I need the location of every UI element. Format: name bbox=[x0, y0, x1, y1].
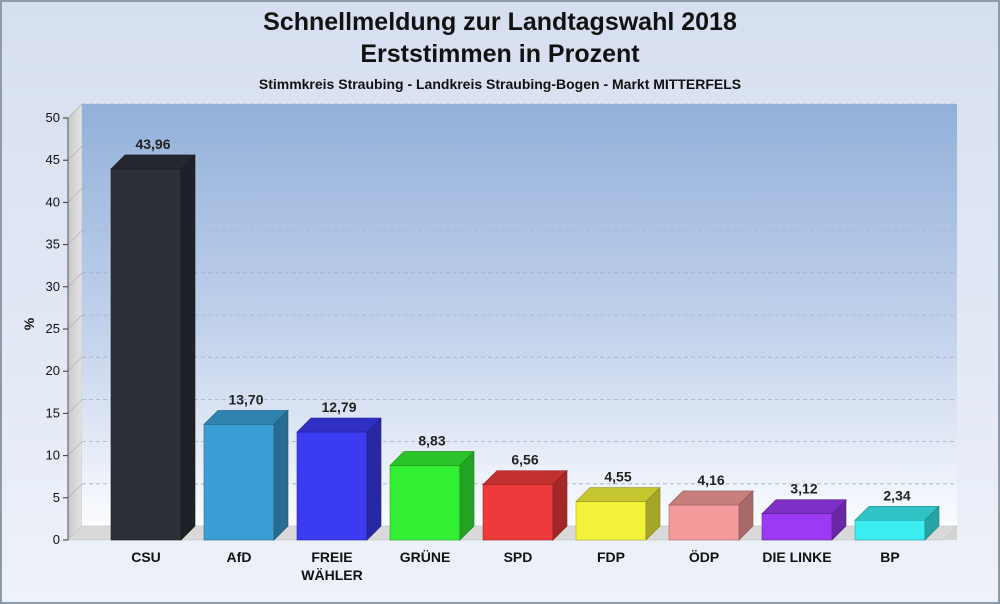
value-label: 2,34 bbox=[883, 487, 910, 503]
chart-subtitle: Stimmkreis Straubing - Landkreis Straubi… bbox=[258, 76, 742, 92]
value-label: 43,96 bbox=[135, 136, 170, 152]
bar-front bbox=[668, 504, 740, 541]
gridline-wall bbox=[67, 272, 83, 288]
bar-top bbox=[854, 505, 940, 521]
bar-side bbox=[552, 469, 568, 541]
category-label: BP bbox=[880, 549, 899, 565]
y-tick-label: 30 bbox=[46, 279, 60, 294]
bar-bp bbox=[854, 505, 940, 541]
bar-grüne bbox=[389, 450, 475, 541]
bar-side bbox=[831, 498, 847, 541]
bars bbox=[110, 154, 940, 541]
bar-top bbox=[575, 487, 661, 502]
labels: 0 5 10 15 20 25 30 35 40 45 50% 43,96 CSU 13,70 AfD 12,… bbox=[21, 110, 911, 583]
y-tick-label: 10 bbox=[46, 448, 60, 463]
bar-front bbox=[854, 519, 926, 541]
bar-ödp bbox=[668, 490, 754, 541]
bar-top bbox=[761, 499, 847, 514]
bar-top bbox=[296, 417, 382, 433]
bar-side bbox=[273, 409, 289, 541]
bar-top bbox=[482, 470, 568, 485]
bar-front bbox=[203, 424, 275, 541]
bar-front bbox=[296, 431, 368, 541]
bar-top bbox=[203, 410, 289, 425]
y-tick-label: 20 bbox=[46, 363, 60, 378]
gridline-wall bbox=[67, 483, 83, 499]
category-label: CSU bbox=[131, 549, 161, 565]
gridline-wall bbox=[67, 230, 83, 245]
bar-top bbox=[110, 154, 196, 170]
bar-top bbox=[389, 451, 475, 466]
category-label: FREIE bbox=[311, 549, 352, 565]
bar-side bbox=[738, 490, 754, 541]
bar-front bbox=[110, 168, 182, 541]
bar-front bbox=[482, 484, 554, 541]
gridline-wall bbox=[67, 314, 83, 330]
y-tick-label: 25 bbox=[46, 321, 60, 336]
y-axis-label: % bbox=[21, 317, 37, 330]
category-label: DIE LINKE bbox=[762, 549, 831, 565]
bar-front bbox=[761, 513, 833, 541]
bar-top bbox=[668, 490, 754, 506]
category-label: FDP bbox=[597, 549, 625, 565]
bar-afd bbox=[203, 409, 289, 541]
y-tick-label: 35 bbox=[46, 237, 60, 252]
gridline-wall bbox=[67, 145, 83, 161]
bar-front bbox=[389, 465, 461, 541]
bar-side bbox=[366, 417, 382, 541]
y-tick-label: 15 bbox=[46, 405, 60, 420]
gridline-wall bbox=[67, 399, 83, 414]
gridline-wall bbox=[67, 188, 83, 203]
bar-side bbox=[459, 450, 475, 541]
bar-side bbox=[180, 154, 196, 541]
value-label: 12,79 bbox=[321, 399, 356, 415]
y-tick-label: 50 bbox=[46, 110, 60, 125]
bar-csu bbox=[110, 154, 196, 541]
category-label: WÄHLER bbox=[301, 567, 362, 583]
value-label: 8,83 bbox=[418, 432, 445, 448]
chart-title-line-2: Erststimmen in Prozent bbox=[360, 40, 640, 68]
bar-fdp bbox=[575, 486, 661, 541]
value-label: 4,55 bbox=[604, 469, 631, 485]
gridline-wall bbox=[67, 356, 83, 372]
chart-title: Schnellmeldung zur Landtagswahl 2018 bbox=[263, 8, 737, 36]
bar-side bbox=[924, 505, 940, 541]
gridline-wall bbox=[67, 441, 83, 456]
value-label: 4,16 bbox=[697, 472, 724, 488]
y-tick-label: 5 bbox=[53, 490, 60, 505]
gridline-wall bbox=[67, 103, 83, 119]
bar-front bbox=[575, 501, 647, 541]
bar-side bbox=[645, 486, 661, 541]
bar-spd bbox=[482, 469, 568, 541]
value-label: 3,12 bbox=[790, 481, 817, 497]
y-tick-label: 0 bbox=[53, 532, 60, 547]
y-tick-label: 45 bbox=[46, 152, 60, 167]
category-label: AfD bbox=[227, 549, 252, 565]
category-label: ÖDP bbox=[689, 549, 719, 565]
value-label: 6,56 bbox=[511, 452, 538, 468]
y-tick-label: 40 bbox=[46, 194, 60, 209]
bar-die-linke bbox=[761, 498, 847, 541]
bar-freie-wähler bbox=[296, 417, 382, 541]
category-label: SPD bbox=[504, 549, 533, 565]
value-label: 13,70 bbox=[228, 391, 263, 407]
category-label: GRÜNE bbox=[400, 549, 451, 565]
